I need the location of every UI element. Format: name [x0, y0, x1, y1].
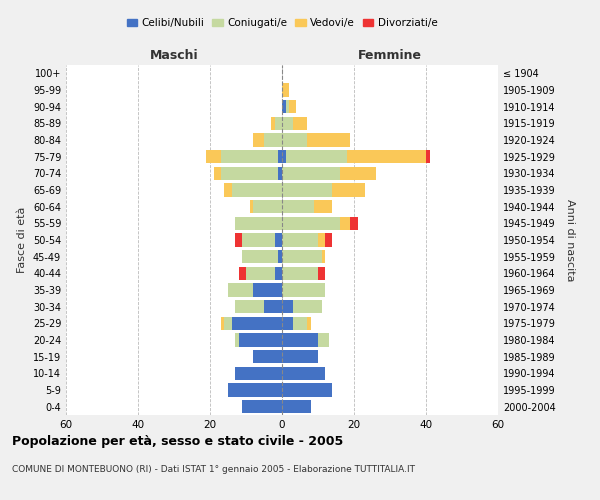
Bar	[275, 116, 282, 130]
Bar	[282, 116, 293, 130]
Bar	[282, 400, 311, 413]
Bar	[239, 266, 246, 280]
Bar	[221, 316, 224, 330]
Bar	[235, 366, 282, 380]
Bar	[206, 150, 221, 164]
Bar	[278, 250, 282, 264]
Bar	[282, 84, 289, 96]
Bar	[426, 150, 430, 164]
Bar	[282, 100, 286, 114]
Text: Maschi: Maschi	[149, 48, 199, 62]
Bar	[235, 234, 242, 246]
Legend: Celibi/Nubili, Coniugati/e, Vedovi/e, Divorziati/e: Celibi/Nubili, Coniugati/e, Vedovi/e, Di…	[122, 14, 442, 32]
Bar	[322, 250, 325, 264]
Bar	[282, 216, 340, 230]
Bar	[264, 134, 282, 146]
Bar	[282, 266, 318, 280]
Bar	[282, 184, 332, 196]
Bar	[289, 100, 296, 114]
Bar	[275, 266, 282, 280]
Bar	[232, 184, 282, 196]
Bar	[282, 150, 286, 164]
Bar	[286, 150, 347, 164]
Bar	[224, 184, 232, 196]
Bar	[235, 216, 282, 230]
Bar	[242, 250, 278, 264]
Bar	[350, 216, 358, 230]
Bar	[282, 334, 318, 346]
Bar	[242, 234, 275, 246]
Bar	[318, 234, 325, 246]
Bar	[214, 166, 221, 180]
Bar	[232, 316, 282, 330]
Bar	[278, 166, 282, 180]
Text: COMUNE DI MONTEBUONO (RI) - Dati ISTAT 1° gennaio 2005 - Elaborazione TUTTITALIA: COMUNE DI MONTEBUONO (RI) - Dati ISTAT 1…	[12, 465, 415, 474]
Bar	[286, 100, 289, 114]
Bar	[228, 384, 282, 396]
Bar	[253, 350, 282, 364]
Bar	[282, 366, 325, 380]
Bar	[282, 300, 293, 314]
Bar	[271, 116, 275, 130]
Bar	[264, 300, 282, 314]
Bar	[340, 216, 350, 230]
Bar	[347, 150, 426, 164]
Bar	[228, 284, 253, 296]
Bar	[235, 300, 264, 314]
Bar	[282, 134, 307, 146]
Text: Femmine: Femmine	[358, 48, 422, 62]
Bar	[293, 316, 307, 330]
Bar	[340, 166, 376, 180]
Bar	[239, 334, 282, 346]
Bar	[246, 266, 275, 280]
Bar	[282, 200, 314, 213]
Bar	[250, 200, 253, 213]
Bar	[282, 234, 318, 246]
Bar	[318, 334, 329, 346]
Bar	[253, 284, 282, 296]
Bar	[282, 250, 322, 264]
Bar	[282, 316, 293, 330]
Bar	[253, 200, 282, 213]
Bar	[325, 234, 332, 246]
Bar	[278, 150, 282, 164]
Bar	[307, 134, 350, 146]
Bar	[282, 384, 332, 396]
Bar	[332, 184, 365, 196]
Bar	[221, 150, 278, 164]
Bar	[282, 166, 340, 180]
Bar	[307, 316, 311, 330]
Bar	[235, 334, 239, 346]
Y-axis label: Fasce di età: Fasce di età	[17, 207, 27, 273]
Y-axis label: Anni di nascita: Anni di nascita	[565, 198, 575, 281]
Bar	[314, 200, 332, 213]
Bar	[253, 134, 264, 146]
Bar	[293, 300, 322, 314]
Bar	[221, 166, 278, 180]
Bar	[293, 116, 307, 130]
Bar	[282, 284, 325, 296]
Bar	[318, 266, 325, 280]
Bar	[224, 316, 232, 330]
Bar	[282, 350, 318, 364]
Bar	[275, 234, 282, 246]
Bar	[242, 400, 282, 413]
Text: Popolazione per età, sesso e stato civile - 2005: Popolazione per età, sesso e stato civil…	[12, 435, 343, 448]
